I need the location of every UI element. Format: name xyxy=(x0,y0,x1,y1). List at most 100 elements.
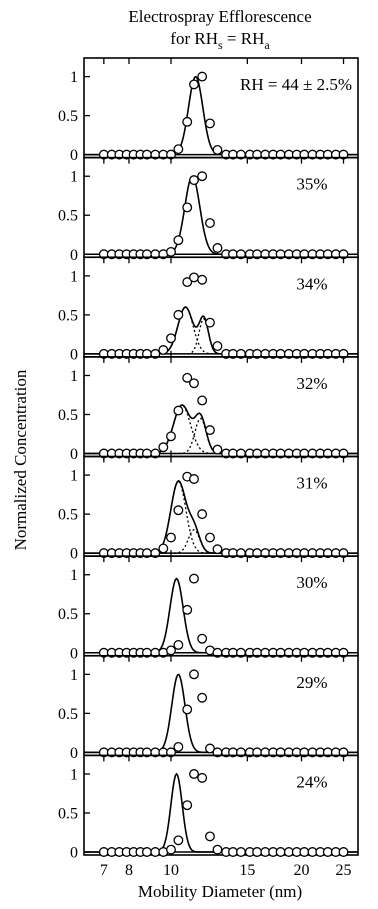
panel-frame xyxy=(83,156,359,259)
x-tick-label: 25 xyxy=(336,862,352,879)
panel-frame xyxy=(83,356,359,458)
y-tick-label: 0 xyxy=(70,346,78,363)
data-point xyxy=(197,772,208,783)
y-tick-label: 0 xyxy=(70,745,78,762)
data-point xyxy=(173,639,184,650)
y-tick-label: 0 xyxy=(70,546,78,563)
data-point xyxy=(182,277,193,288)
data-point xyxy=(173,235,184,246)
y-tick-label: 1 xyxy=(70,268,78,285)
data-point xyxy=(212,144,223,155)
panel-rh-label: 34% xyxy=(296,274,327,293)
data-point xyxy=(189,769,199,779)
panel-frame xyxy=(83,555,359,657)
data-point xyxy=(197,509,208,520)
data-point xyxy=(235,847,246,857)
x-tick-label: 8 xyxy=(125,862,133,879)
x-tick-label: 10 xyxy=(163,862,179,879)
data-point xyxy=(197,71,208,82)
y-tick-label: 1 xyxy=(70,567,78,584)
data-point xyxy=(166,844,176,855)
data-point xyxy=(205,532,215,543)
data-point xyxy=(150,847,161,857)
y-tick-label: 1 xyxy=(70,169,78,186)
panel-rh-label: 29% xyxy=(296,673,327,692)
data-point xyxy=(182,372,193,383)
panel-rh-label: 35% xyxy=(296,175,327,194)
data-point xyxy=(182,704,193,715)
data-point xyxy=(173,144,184,155)
data-point xyxy=(197,395,208,406)
data-point xyxy=(212,341,223,352)
data-point xyxy=(212,844,223,855)
data-point xyxy=(299,847,310,857)
chart-title-line1: Electrospray Efflorescence xyxy=(128,7,311,26)
y-tick-label: 0.5 xyxy=(58,507,78,524)
data-point xyxy=(150,448,161,459)
data-point xyxy=(205,743,215,754)
data-point xyxy=(150,348,161,359)
data-point xyxy=(189,79,199,90)
data-point xyxy=(338,847,349,857)
data-point xyxy=(141,847,152,857)
data-point xyxy=(205,425,215,436)
data-point xyxy=(173,741,184,752)
data-point xyxy=(205,317,215,328)
data-point xyxy=(197,633,208,644)
data-point xyxy=(197,171,208,182)
data-point xyxy=(212,243,223,253)
data-point xyxy=(189,573,199,584)
data-point xyxy=(182,202,193,213)
data-point xyxy=(166,333,176,344)
y-tick-label: 1 xyxy=(70,468,78,485)
data-point xyxy=(275,847,286,857)
x-axis-label: Mobility Diameter (nm) xyxy=(138,882,302,901)
data-point xyxy=(182,116,193,127)
data-point xyxy=(322,847,333,857)
panel-frame xyxy=(83,455,359,557)
data-point xyxy=(189,669,199,680)
data-point xyxy=(189,272,199,283)
y-tick-label: 0 xyxy=(70,446,78,463)
data-point xyxy=(166,532,176,543)
data-point xyxy=(166,246,176,257)
data-point xyxy=(197,692,208,703)
y-tick-label: 1 xyxy=(70,368,78,385)
data-point xyxy=(212,544,223,555)
data-point xyxy=(189,175,199,186)
panel-rh-label: RH = 44 ± 2.5% xyxy=(240,75,352,94)
data-point xyxy=(212,444,223,455)
y-tick-label: 0 xyxy=(70,845,78,862)
y-tick-label: 0.5 xyxy=(58,805,78,822)
y-tick-label: 1 xyxy=(70,766,78,783)
panel-frame xyxy=(83,754,359,856)
y-tick-label: 0.5 xyxy=(58,108,78,125)
y-tick-label: 0.5 xyxy=(58,208,78,225)
panel-rh-label: 24% xyxy=(296,772,327,791)
data-point xyxy=(158,442,169,453)
data-point xyxy=(189,474,199,484)
data-point xyxy=(166,431,176,442)
y-tick-label: 0 xyxy=(70,247,78,264)
x-tick-label: 7 xyxy=(100,862,108,879)
data-point xyxy=(189,378,199,389)
data-point xyxy=(252,847,263,857)
data-point xyxy=(173,835,184,846)
y-tick-label: 1 xyxy=(70,69,78,86)
y-tick-label: 0.5 xyxy=(58,407,78,424)
panel-frame xyxy=(83,256,359,358)
x-tick-label: 20 xyxy=(293,862,309,879)
y-tick-label: 0 xyxy=(70,645,78,662)
data-point xyxy=(158,543,169,554)
data-point xyxy=(173,405,184,416)
panel-rh-label: 30% xyxy=(296,573,327,592)
y-axis-label: Normalized Concentration xyxy=(11,369,30,550)
data-point xyxy=(158,345,169,355)
data-point xyxy=(205,118,215,129)
data-point xyxy=(197,274,208,285)
y-tick-label: 0.5 xyxy=(58,706,78,723)
data-point xyxy=(150,548,161,559)
y-tick-label: 1 xyxy=(70,667,78,684)
data-point xyxy=(205,831,215,842)
data-point xyxy=(205,218,215,228)
